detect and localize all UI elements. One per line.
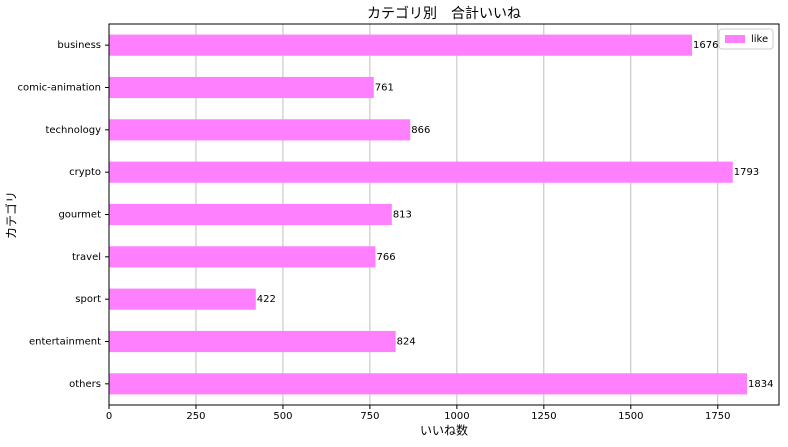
bar [109, 34, 693, 56]
data-label: 422 [257, 294, 276, 305]
y-tick-label: travel [72, 252, 101, 263]
chart-title: カテゴリ別 合計いいね [367, 5, 521, 22]
bar [109, 119, 411, 141]
data-label: 761 [375, 83, 394, 94]
bar [109, 330, 396, 353]
bar [109, 373, 747, 395]
bar [109, 288, 256, 310]
bar [109, 161, 733, 183]
y-tick-label: sport [75, 294, 101, 305]
plot-frame [108, 23, 780, 406]
data-label: 824 [397, 337, 416, 348]
x-tick-label: 750 [360, 411, 379, 422]
bar [109, 246, 376, 268]
data-label: 1676 [693, 40, 718, 51]
legend-label: like [751, 34, 768, 45]
x-tick-label: 1750 [705, 411, 730, 422]
x-tick-label: 1250 [531, 411, 556, 422]
x-axis-label: いいね数 [420, 423, 468, 438]
y-tick-label: gourmet [58, 210, 101, 221]
data-label: 766 [376, 252, 395, 263]
y-tick-label: technology [45, 125, 101, 136]
y-tick-label: entertainment [29, 337, 101, 348]
bar [109, 203, 392, 226]
bar [109, 76, 374, 99]
x-tick-label: 0 [106, 411, 112, 422]
x-tick-label: 1500 [618, 411, 643, 422]
data-label: 813 [393, 210, 412, 221]
y-tick-label: business [57, 40, 101, 51]
y-axis-label: カテゴリ [4, 191, 19, 239]
x-tick-label: 250 [186, 411, 205, 422]
x-tick-label: 1000 [444, 411, 469, 422]
y-tick-label: crypto [69, 167, 101, 178]
data-label: 1834 [748, 379, 773, 390]
x-tick-label: 500 [273, 411, 292, 422]
data-label: 1793 [734, 167, 759, 178]
legend-swatch [725, 35, 745, 43]
data-label: 866 [411, 125, 430, 136]
y-tick-label: others [69, 379, 101, 390]
legend-box [718, 28, 774, 50]
y-tick-label: comic-animation [17, 83, 101, 94]
